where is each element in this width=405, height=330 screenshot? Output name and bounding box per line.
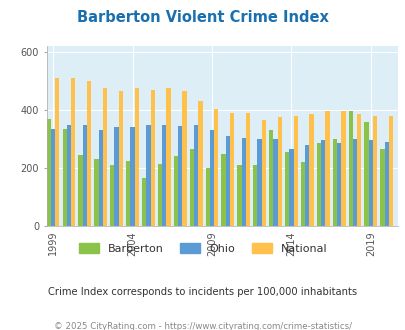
Text: Crime Index corresponds to incidents per 100,000 inhabitants: Crime Index corresponds to incidents per… [48,287,357,297]
Bar [110,165,114,226]
Bar [384,142,388,226]
Bar [300,162,305,226]
Bar [261,120,265,226]
Text: © 2025 CityRating.com - https://www.cityrating.com/crime-statistics/: © 2025 CityRating.com - https://www.city… [54,322,351,330]
Bar [166,88,170,226]
Legend: Barberton, Ohio, National: Barberton, Ohio, National [74,239,331,258]
Bar [173,156,177,226]
Bar [364,122,368,226]
Bar [288,149,293,226]
Bar [241,138,245,226]
Bar [134,88,139,226]
Bar [71,78,75,226]
Bar [102,88,107,226]
Bar [221,153,225,226]
Bar [150,90,154,226]
Bar [114,127,119,226]
Bar [340,112,345,226]
Bar [62,129,67,226]
Bar [293,116,297,226]
Bar [158,164,162,226]
Bar [130,127,134,226]
Bar [352,139,356,226]
Bar [205,168,209,226]
Bar [257,139,261,226]
Bar [269,130,273,226]
Bar [182,91,186,226]
Bar [209,130,213,226]
Bar [162,124,166,226]
Bar [94,159,98,226]
Bar [225,136,229,226]
Bar [245,113,249,226]
Bar [119,91,123,226]
Bar [213,109,218,226]
Bar [284,152,288,226]
Bar [177,126,182,226]
Bar [372,116,376,226]
Bar [198,101,202,226]
Bar [332,139,336,226]
Bar [83,124,87,226]
Bar [142,178,146,226]
Bar [388,116,392,226]
Bar [316,143,320,226]
Bar [55,78,60,226]
Bar [229,113,234,226]
Bar [324,112,329,226]
Bar [78,155,83,226]
Text: Barberton Violent Crime Index: Barberton Violent Crime Index [77,10,328,25]
Bar [336,143,340,226]
Bar [51,129,55,226]
Bar [47,119,51,226]
Bar [356,115,360,226]
Bar [87,81,91,226]
Bar [368,141,372,226]
Bar [273,139,277,226]
Bar [253,165,257,226]
Bar [305,145,309,226]
Bar [309,115,313,226]
Bar [347,112,352,226]
Bar [320,141,324,226]
Bar [67,124,71,226]
Bar [379,149,384,226]
Bar [194,124,198,226]
Bar [237,165,241,226]
Bar [146,124,150,226]
Bar [126,161,130,226]
Bar [277,117,281,226]
Bar [98,130,102,226]
Bar [189,149,194,226]
